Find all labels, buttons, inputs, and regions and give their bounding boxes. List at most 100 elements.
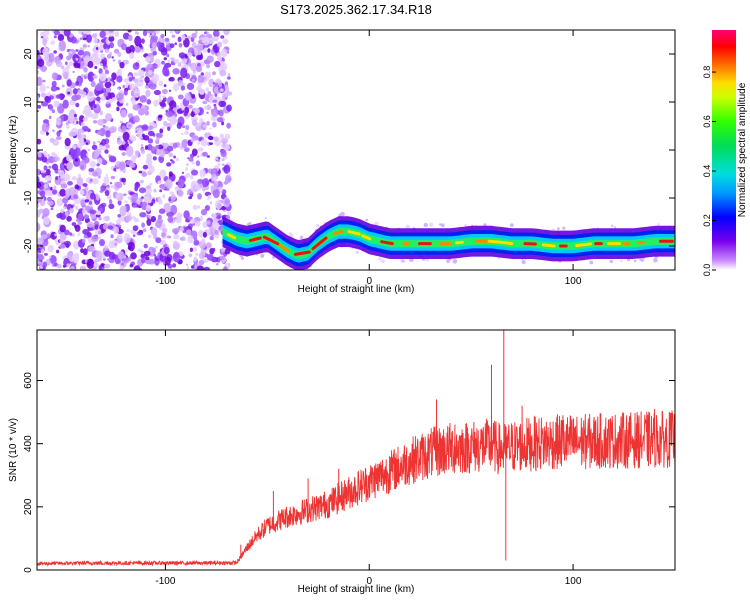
noise-speckle	[149, 125, 154, 130]
noise-speckle	[116, 219, 121, 225]
trace-halo	[510, 223, 514, 227]
noise-speckle	[95, 258, 100, 262]
noise-speckle	[134, 88, 140, 97]
noise-speckle	[93, 38, 98, 44]
noise-speckle	[184, 131, 189, 136]
noise-speckle	[71, 36, 77, 43]
noise-speckle	[69, 51, 73, 54]
noise-speckle	[116, 107, 119, 112]
noise-speckle	[37, 59, 44, 67]
trace-halo	[557, 227, 560, 230]
noise-speckle	[151, 227, 158, 235]
noise-speckle	[33, 154, 36, 156]
noise-speckle	[178, 80, 183, 87]
trace-core	[382, 242, 393, 244]
noise-speckle	[201, 72, 204, 76]
noise-speckle	[211, 108, 218, 117]
noise-speckle	[120, 109, 126, 118]
noise-speckle	[128, 196, 130, 199]
noise-speckle	[90, 161, 96, 168]
noise-speckle	[59, 130, 62, 133]
noise-speckle	[116, 93, 124, 101]
noise-speckle	[78, 27, 83, 34]
noise-speckle	[216, 157, 219, 160]
trace-halo	[429, 223, 433, 227]
noise-speckle	[148, 200, 152, 204]
noise-speckle	[154, 254, 157, 257]
noise-speckle	[143, 228, 147, 232]
noise-speckle	[90, 179, 93, 182]
noise-speckle	[98, 217, 101, 220]
noise-speckle	[80, 190, 85, 195]
noise-speckle	[52, 189, 57, 194]
noise-speckle	[213, 176, 217, 181]
noise-speckle	[57, 264, 62, 268]
noise-speckle	[188, 157, 193, 161]
noise-speckle	[72, 176, 77, 180]
noise-speckle	[86, 27, 92, 35]
noise-speckle	[119, 161, 125, 170]
noise-speckle	[144, 76, 149, 83]
noise-speckle	[186, 264, 188, 266]
noise-speckle	[100, 185, 106, 191]
noise-speckle	[196, 160, 200, 166]
noise-speckle	[58, 47, 61, 50]
colorbar-label: Normalized spectral amplitude	[737, 82, 748, 217]
noise-speckle	[146, 153, 152, 161]
colorbar-tick-label: 0.2	[702, 214, 712, 227]
noise-speckle	[201, 139, 208, 146]
noise-speckle	[120, 121, 123, 124]
noise-speckle	[97, 130, 101, 135]
trace-core	[577, 244, 591, 246]
noise-speckle	[207, 38, 213, 45]
noise-speckle	[83, 44, 87, 47]
noise-speckle	[76, 58, 79, 61]
noise-speckle	[98, 231, 101, 234]
noise-speckle	[173, 241, 177, 244]
noise-speckle	[187, 83, 194, 90]
noise-speckle	[139, 171, 143, 174]
noise-speckle	[76, 121, 78, 124]
noise-speckle	[47, 197, 52, 202]
noise-speckle	[203, 124, 207, 127]
noise-speckle	[66, 125, 70, 129]
noise-speckle	[169, 77, 175, 82]
noise-speckle	[157, 137, 160, 140]
noise-speckle	[181, 34, 186, 40]
x-tick-label: 100	[565, 576, 582, 587]
figure-title: S173.2025.362.17.34.R18	[280, 2, 432, 17]
noise-speckle	[161, 185, 166, 190]
noise-speckle	[52, 72, 58, 80]
noise-speckle	[219, 70, 226, 76]
noise-speckle	[113, 226, 119, 234]
noise-speckle	[196, 66, 203, 72]
noise-speckle	[92, 171, 98, 176]
noise-speckle	[75, 205, 79, 210]
noise-speckle	[42, 123, 50, 132]
trace-halo	[657, 223, 660, 226]
noise-speckle	[173, 156, 176, 159]
noise-speckle	[126, 215, 132, 221]
trace-halo	[522, 260, 526, 264]
noise-speckle	[109, 199, 112, 204]
noise-speckle	[156, 66, 159, 68]
spectrogram-y-label: Frequency (Hz)	[8, 116, 19, 185]
noise-speckle	[162, 143, 165, 146]
noise-speckle	[192, 119, 197, 126]
trace-core	[639, 243, 643, 244]
noise-speckle	[119, 145, 125, 150]
noise-speckle	[225, 134, 230, 140]
noise-speckle	[83, 117, 88, 122]
noise-speckle	[190, 175, 193, 180]
noise-speckle	[217, 215, 221, 219]
snr-x-label: Height of straight line (km)	[298, 584, 415, 595]
noise-speckle	[65, 61, 68, 65]
trace-core	[457, 242, 463, 243]
noise-speckle	[172, 35, 176, 38]
noise-speckle	[71, 205, 74, 209]
noise-speckle	[178, 189, 184, 197]
noise-speckle	[75, 118, 78, 120]
